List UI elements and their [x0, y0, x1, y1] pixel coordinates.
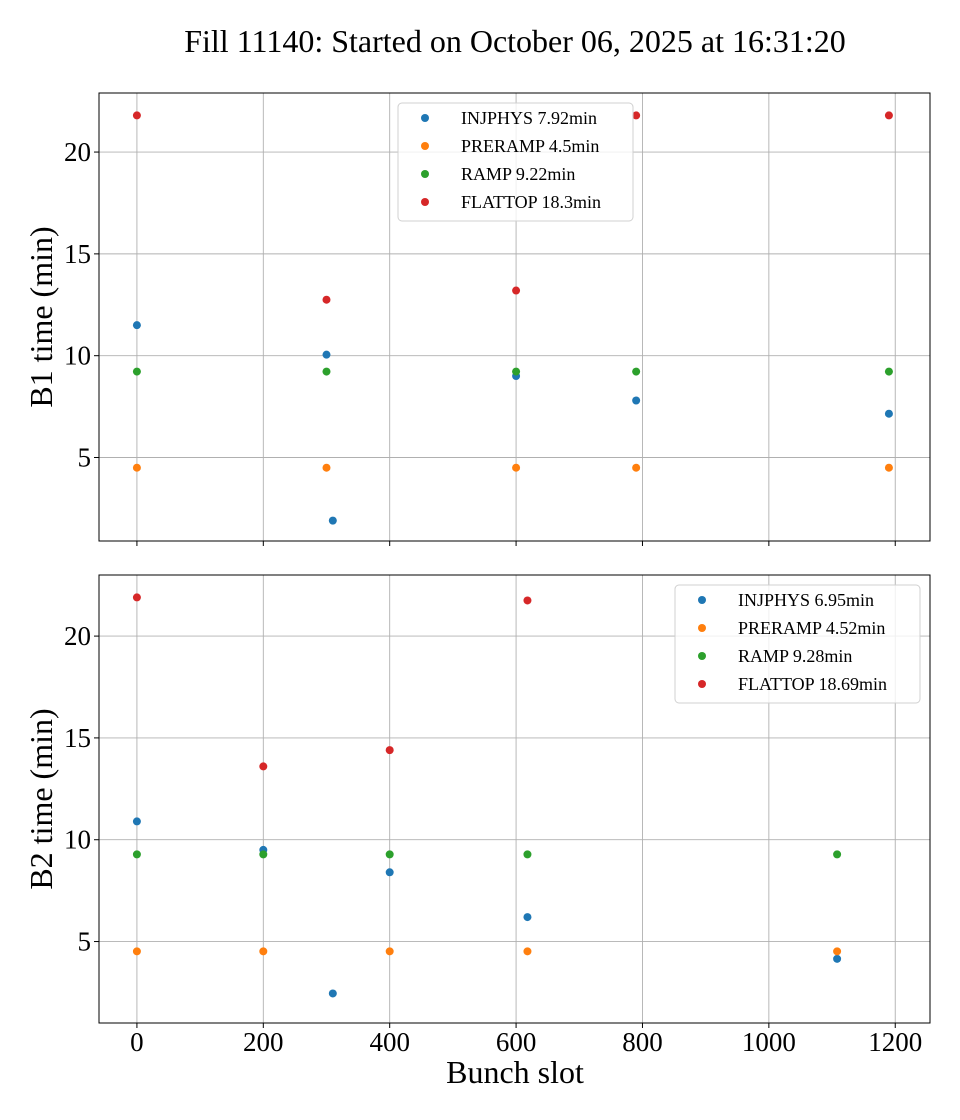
legend-marker-flattop [421, 198, 429, 206]
data-point-ramp [632, 367, 641, 376]
data-point-flattop [259, 762, 268, 771]
data-point-preramp [385, 947, 394, 956]
data-point-injphys [523, 913, 532, 922]
data-point-preramp [833, 947, 842, 956]
legend: INJPHYS 7.92min PRERAMP 4.5min RAMP 9.22mi… [397, 102, 634, 222]
data-point-injphys [328, 516, 337, 525]
legend-box [397, 102, 634, 222]
legend-marker-preramp [421, 142, 429, 150]
panel-1: 5 10 15 20 B1 time (min) INJPHYS 7.92min PRERA… [23, 92, 931, 546]
data-point-ramp [259, 850, 268, 859]
data-point-ramp [512, 367, 521, 376]
series-preramp [132, 463, 893, 472]
y-tick-label: 20 [64, 621, 91, 651]
series-flattop [132, 111, 893, 304]
data-point-preramp [259, 947, 268, 956]
data-point-injphys [132, 817, 141, 826]
data-point-ramp [884, 367, 893, 376]
x-tick-label: 1200 [868, 1027, 922, 1057]
legend-label: FLATTOP 18.3min [461, 192, 601, 212]
legend-label: RAMP 9.22min [461, 164, 575, 184]
x-tick-label: 800 [622, 1027, 663, 1057]
legend-marker-ramp [698, 652, 706, 660]
data-point-injphys [328, 989, 337, 998]
y-tick-label: 5 [78, 443, 92, 473]
series-preramp [132, 947, 842, 956]
y-axis-label: B2 time (min) [23, 708, 59, 889]
data-point-ramp [385, 850, 394, 859]
data-point-ramp [523, 850, 532, 859]
data-point-preramp [632, 463, 641, 472]
data-point-injphys [132, 321, 141, 330]
y-tick-label: 10 [64, 341, 91, 371]
data-point-injphys [833, 954, 842, 963]
legend: INJPHYS 6.95min PRERAMP 4.52min RAMP 9.28m… [674, 584, 921, 704]
x-tick-label: 0 [130, 1027, 144, 1057]
legend-marker-injphys [421, 114, 429, 122]
data-point-preramp [884, 463, 893, 472]
x-tick-label: 200 [243, 1027, 284, 1057]
x-axis-label: Bunch slot [446, 1054, 584, 1090]
series-ramp [132, 367, 893, 376]
data-point-injphys [385, 868, 394, 877]
series-injphys [132, 817, 842, 998]
data-point-preramp [322, 463, 331, 472]
data-point-injphys [884, 409, 893, 418]
legend-label: PRERAMP 4.52min [738, 618, 885, 638]
legend-marker-ramp [421, 170, 429, 178]
legend-label: RAMP 9.28min [738, 646, 852, 666]
data-point-ramp [132, 367, 141, 376]
chart-panels: 5 10 15 20 B1 time (min) INJPHYS 7.92min PRERA… [23, 92, 931, 1057]
data-point-preramp [523, 947, 532, 956]
legend-label: FLATTOP 18.69min [738, 674, 887, 694]
data-point-preramp [132, 947, 141, 956]
data-point-flattop [322, 295, 331, 304]
legend-marker-injphys [698, 596, 706, 604]
data-point-preramp [512, 463, 521, 472]
y-tick-label: 5 [78, 927, 92, 957]
series-flattop [132, 593, 532, 771]
y-tick-label: 20 [64, 137, 91, 167]
data-point-flattop [523, 596, 532, 605]
y-tick-label: 10 [64, 825, 91, 855]
plot-frame [98, 92, 931, 542]
data-point-ramp [322, 367, 331, 376]
data-point-flattop [512, 286, 521, 295]
y-tick-label: 15 [64, 723, 91, 753]
data-point-flattop [385, 746, 394, 755]
x-tick-label: 1000 [742, 1027, 796, 1057]
legend-label: INJPHYS 6.95min [738, 590, 874, 610]
data-point-flattop [132, 593, 141, 602]
series-ramp [132, 850, 842, 859]
data-point-ramp [833, 850, 842, 859]
data-point-flattop [132, 111, 141, 120]
legend-label: INJPHYS 7.92min [461, 108, 597, 128]
x-tick-label: 600 [496, 1027, 537, 1057]
data-point-injphys [632, 396, 641, 405]
y-axis-label: B1 time (min) [23, 226, 59, 407]
legend-marker-flattop [698, 680, 706, 688]
legend-box [674, 584, 921, 704]
legend-marker-preramp [698, 624, 706, 632]
x-tick-label: 400 [369, 1027, 410, 1057]
data-point-preramp [132, 463, 141, 472]
y-tick-label: 15 [64, 239, 91, 269]
data-point-injphys [322, 350, 331, 359]
chart-title: Fill 11140: Started on October 06, 2025 … [184, 23, 846, 59]
data-point-flattop [884, 111, 893, 120]
legend-label: PRERAMP 4.5min [461, 136, 599, 156]
data-point-ramp [132, 850, 141, 859]
series-injphys [132, 321, 893, 525]
plot-frame [98, 574, 931, 1024]
data-point-flattop [632, 111, 641, 120]
